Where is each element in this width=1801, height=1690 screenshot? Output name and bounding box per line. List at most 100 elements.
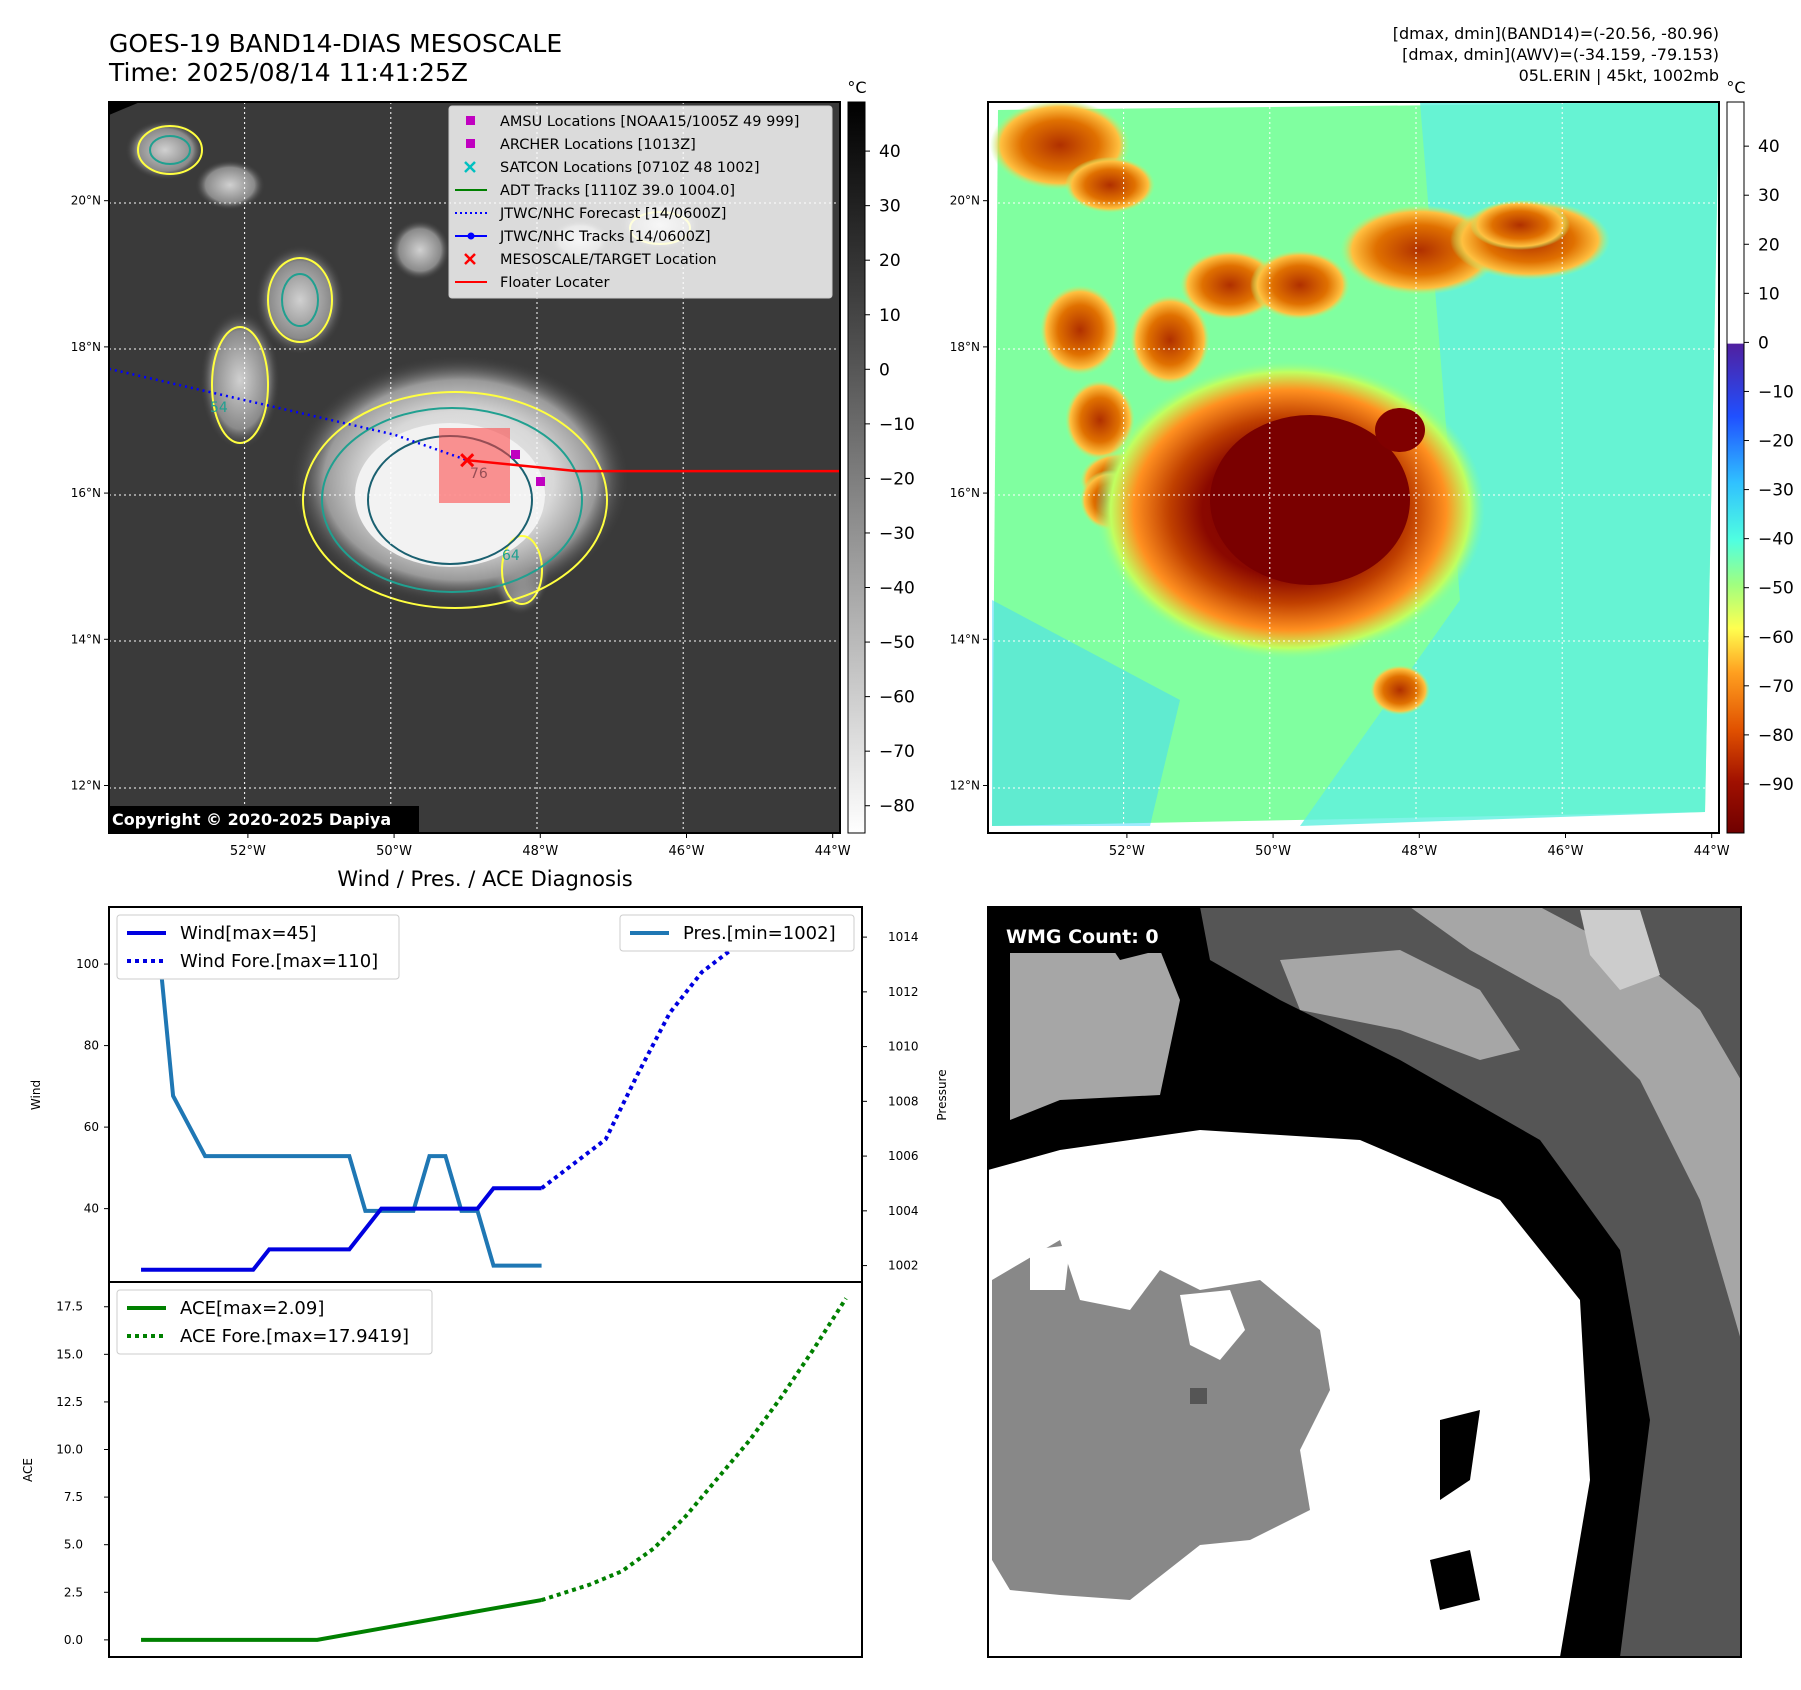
diagnosis-title: Wind / Pres. / ACE Diagnosis: [337, 867, 632, 891]
map-legend-item: Floater Locater: [455, 275, 609, 291]
lon-tick-label: 46°W: [669, 844, 705, 859]
amsu-marker: [511, 450, 520, 459]
series-line-0-0: [141, 1186, 542, 1272]
pressure-tick-label: 1006: [888, 1149, 919, 1163]
map-legend-item: AMSU Locations [NOAA15/1005Z 49 999]: [466, 114, 799, 130]
contour-label-64: 64: [502, 548, 520, 564]
colorbar-tick-label: −40: [879, 579, 915, 599]
ace-legend: ACE[max=2.09] ACE Fore.[max=17.9419]: [116, 1289, 433, 1355]
wind-axis-label: Wind: [29, 1080, 43, 1110]
svg-text:MESOSCALE/TARGET Location: MESOSCALE/TARGET Location: [500, 252, 717, 268]
archer-marker: [536, 477, 545, 486]
colorbar-tick-label: −70: [1758, 677, 1794, 697]
colorbar-tick-label: 0: [1758, 333, 1769, 353]
map-legend-item: JTWC/NHC Tracks [14/0600Z]: [455, 229, 711, 245]
awv-colorbar: °C 40 30 20 10 0 −10 −20 −30 −40 −50 −60 −70 −80 −90: [1726, 78, 1794, 834]
ace-tick-label: 17.5: [56, 1300, 83, 1314]
colorbar-tick-label: 30: [879, 197, 901, 217]
ace-axis-label: ACE: [21, 1458, 35, 1482]
floater-track: [467, 458, 840, 473]
stats-band14: [dmax, dmin](BAND14)=(-20.56, -80.96): [1393, 24, 1719, 43]
ir-frame: [108, 101, 841, 834]
wmg-panel: WMG Count: 0: [987, 906, 1742, 1658]
pressure-tick-label: 1014: [888, 930, 919, 944]
awv-map-panel: 52°W 50°W 48°W 46°W 44°W 20°N 18°N 16°N 14°N 12°…: [950, 101, 1730, 859]
lon-tick-label: 48°W: [1401, 844, 1437, 859]
ace-tick-label: 5.0: [64, 1538, 83, 1552]
wind-axis-ticks: 40 60 80 100: [76, 957, 109, 1216]
ace-tick-label: 7.5: [64, 1490, 83, 1504]
figure-title: GOES-19 BAND14-DIAS MESOSCALE: [109, 29, 562, 58]
svg-text:ARCHER Locations [1013Z]: ARCHER Locations [1013Z]: [500, 137, 696, 153]
awv-image: [988, 102, 1719, 833]
map-legend-item: SATCON Locations [0710Z 48 1002]: [464, 160, 759, 176]
colorbar-tick-label: −20: [1758, 432, 1794, 452]
map-legend-item: ADT Tracks [1110Z 39.0 1004.0]: [455, 183, 735, 199]
pressure-axis-ticks: 1002 1004 1006 1008 1010 1012 1014: [862, 930, 919, 1273]
ace-tick-label: 10.0: [56, 1443, 83, 1457]
ace-tick-label: 12.5: [56, 1395, 83, 1409]
colorbar-tick-label: −80: [879, 797, 915, 817]
lat-tick-label: 18°N: [950, 340, 980, 354]
ir-lat-ticks: 20°N 18°N 16°N 14°N 12°N: [71, 194, 109, 792]
lat-tick-label: 14°N: [71, 632, 101, 646]
lat-tick-label: 16°N: [950, 486, 980, 500]
colorbar-tick-label: 20: [1758, 235, 1780, 255]
colorbar-tick-label: −90: [1758, 775, 1794, 795]
wind-tick-label: 100: [76, 957, 99, 971]
pressure-legend: Pres.[min=1002]: [619, 914, 855, 952]
lon-tick-label: 52°W: [1109, 844, 1145, 859]
colorbar-tick-label: −60: [1758, 628, 1794, 648]
colorbar-tick-label: −20: [879, 469, 915, 489]
lat-tick-label: 20°N: [950, 194, 980, 208]
colorbar-tick-label: −60: [879, 688, 915, 708]
ace-axis-ticks: 0.0 2.5 5.0 7.5 10.0 12.5 15.0 17.5: [56, 1300, 109, 1647]
lat-tick-label: 18°N: [71, 340, 101, 354]
colorbar-tick-label: −80: [1758, 726, 1794, 746]
series-line-0-1: [540, 921, 830, 1190]
svg-text:JTWC/NHC Tracks [14/0600Z]: JTWC/NHC Tracks [14/0600Z]: [499, 229, 711, 245]
pressure-tick-label: 1002: [888, 1259, 919, 1273]
colorbar-tick-label: −50: [1758, 579, 1794, 599]
ir-lon-ticks: 52°W 50°W 48°W 46°W 44°W: [230, 833, 851, 859]
pressure-tick-label: 1008: [888, 1094, 919, 1108]
colorbar-tick-label: 10: [1758, 284, 1780, 304]
pressure-tick-label: 1010: [888, 1040, 919, 1054]
ace-tick-label: 0.0: [64, 1633, 83, 1647]
colorbar-tick-label: −50: [879, 633, 915, 653]
target-marker: [460, 453, 475, 468]
lat-tick-label: 14°N: [950, 632, 980, 646]
map-legend-item: MESOSCALE/TARGET Location: [464, 252, 717, 268]
colorbar-tick-label: 40: [1758, 137, 1780, 157]
svg-text:ADT Tracks [1110Z 39.0 1004.0]: ADT Tracks [1110Z 39.0 1004.0]: [500, 183, 735, 199]
ir-colorbar-unit: °C: [847, 78, 866, 97]
awv-colorbar-unit: °C: [1726, 78, 1745, 97]
copyright: Copyright © 2020-2025 Dapiya: [112, 810, 391, 829]
wind-legend: Wind[max=45] Wind Fore.[max=110]: [116, 914, 400, 980]
svg-text:JTWC/NHC Forecast [14/0600Z]: JTWC/NHC Forecast [14/0600Z]: [499, 206, 726, 222]
stats-storm: 05L.ERIN | 45kt, 1002mb: [1519, 66, 1719, 85]
forecast-track: [109, 367, 468, 462]
map-legend: AMSU Locations [NOAA15/1005Z 49 999] ARCH…: [448, 105, 833, 299]
ace-plot: 0.0 2.5 5.0 7.5 10.0 12.5 15.0 17.5 ACE ACE[max…: [21, 1281, 863, 1658]
awv-lat-ticks: 20°N 18°N 16°N 14°N 12°N: [950, 194, 988, 792]
colorbar-tick-label: 10: [879, 306, 901, 326]
colorbar-tick-label: 20: [879, 251, 901, 271]
colorbar-tick-label: −30: [879, 524, 915, 544]
colorbar-tick-label: −70: [879, 742, 915, 762]
awv-grid: [988, 102, 1719, 833]
ace-tick-label: 2.5: [64, 1585, 83, 1599]
lat-tick-label: 12°N: [71, 778, 101, 792]
map-legend-item: ARCHER Locations [1013Z]: [466, 137, 696, 153]
stats-awv: [dmax, dmin](AWV)=(-34.159, -79.153): [1402, 45, 1719, 64]
wind-forecast-legend-entry: Wind Fore.[max=110]: [180, 951, 378, 972]
svg-text:SATCON Locations [0710Z 48 100: SATCON Locations [0710Z 48 1002]: [500, 160, 759, 176]
wmg-image: [988, 907, 1741, 1657]
svg-text:Floater Locater: Floater Locater: [500, 275, 609, 291]
colorbar-tick-label: −10: [1758, 382, 1794, 402]
colorbar-tick-label: −40: [1758, 530, 1794, 550]
pressure-tick-label: 1004: [888, 1204, 919, 1218]
wmg-frame: [987, 906, 1742, 1658]
awv-lon-ticks: 52°W 50°W 48°W 46°W 44°W: [1109, 833, 1730, 859]
